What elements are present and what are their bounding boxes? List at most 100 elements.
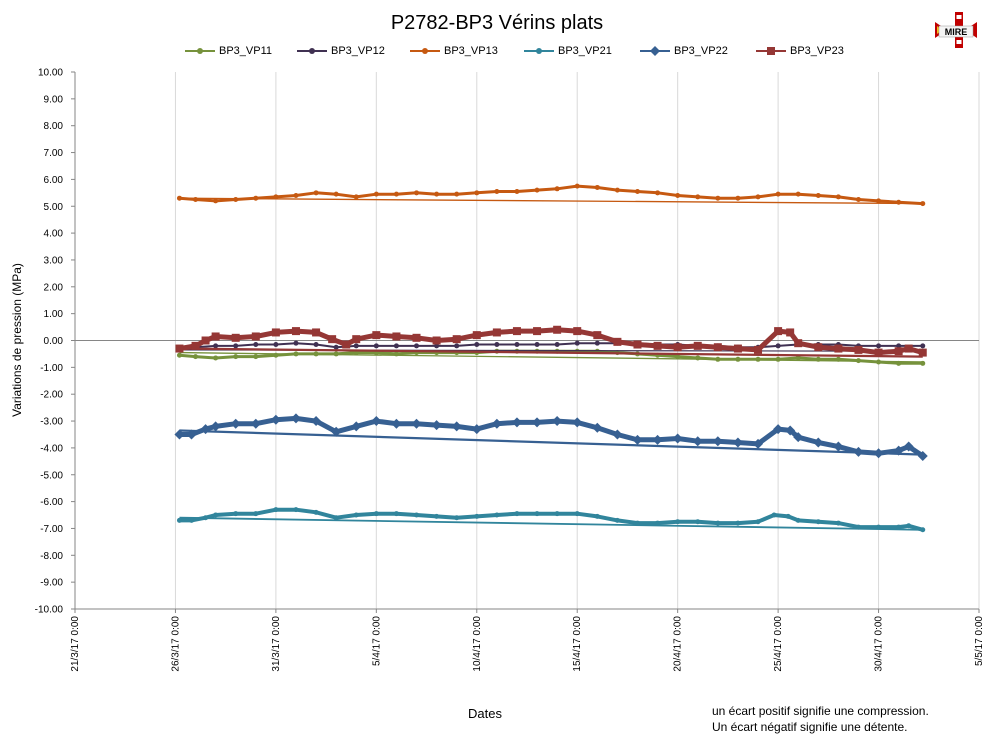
bp3-vp21-point — [594, 513, 600, 519]
bp3-vp12-point — [414, 343, 420, 349]
bp3-vp21-point — [373, 511, 379, 517]
bp3-vp23-point — [512, 327, 521, 336]
bp3-vp22-point — [853, 446, 864, 457]
bp3-vp21-point — [795, 517, 801, 523]
bp3-vp21-point — [920, 527, 926, 533]
bp3-vp22-point — [793, 432, 804, 443]
bp3-vp22-point — [672, 433, 683, 444]
bp3-vp22-point — [230, 418, 241, 429]
bp3-vp12-point — [876, 343, 882, 349]
bp3-vp21-trendline — [179, 516, 923, 531]
bp3-vp22-point — [451, 421, 462, 432]
bp3-vp21-point — [313, 509, 319, 515]
bp3-vp22-point — [632, 434, 643, 445]
y-tick-label: 5.00 — [44, 202, 64, 213]
x-tick-label: 20/4/17 0:00 — [673, 616, 684, 672]
bp3-vp23-point — [713, 343, 722, 352]
bp3-vp23-point — [392, 332, 401, 341]
bp3-vp13-point — [233, 197, 239, 203]
y-tick-label: 6.00 — [44, 175, 64, 186]
bp3-vp13-point — [414, 190, 420, 196]
bp3-vp21-point — [454, 515, 460, 521]
bp3-vp12-point — [534, 342, 540, 348]
bp3-vp22-point — [391, 418, 402, 429]
y-tick-label: -6.00 — [40, 497, 63, 508]
bp3-vp12-point — [313, 342, 319, 348]
bp3-vp11-point — [876, 359, 882, 365]
bp3-vp23-point — [814, 343, 823, 352]
y-tick-label: 3.00 — [44, 255, 64, 266]
bp3-vp23-point — [774, 327, 783, 336]
bp3-vp21-point — [755, 519, 761, 525]
bp3-vp21-point — [675, 519, 681, 525]
bp3-vp23-point — [175, 344, 184, 353]
bp3-vp21-point — [333, 515, 339, 521]
bp3-vp22-point — [753, 438, 764, 449]
bp3-vp11-point — [896, 360, 902, 366]
bp3-vp23-point — [904, 344, 913, 353]
bp3-vp22-point — [511, 417, 522, 428]
bp3-vp12-point — [233, 343, 239, 349]
bp3-vp23-point — [613, 337, 622, 346]
bp3-vp13-point — [655, 190, 661, 196]
legend-bp3-vp23: BP3_VP23 — [756, 44, 844, 58]
legend-swatch — [640, 46, 670, 57]
bp3-vp21-point — [273, 507, 279, 513]
bp3-vp21-point — [189, 517, 195, 523]
bp3-vp22-point — [186, 429, 197, 440]
bp3-vp23-point — [874, 348, 883, 357]
y-tick-label: 7.00 — [44, 148, 64, 159]
bp3-vp13-point — [373, 191, 379, 197]
bp3-vp13-point — [815, 193, 821, 199]
bp3-vp23-point — [693, 341, 702, 350]
bp3-vp21-point — [835, 520, 841, 526]
bp3-vp13-point — [313, 190, 319, 196]
y-tick-label: -7.00 — [40, 524, 63, 535]
bp3-vp23-point — [786, 328, 795, 337]
x-tick-label: 26/3/17 0:00 — [170, 616, 181, 672]
y-tick-label: 2.00 — [44, 282, 64, 293]
bp3-vp23-point — [251, 332, 260, 341]
bp3-vp23-point — [412, 333, 421, 342]
legend-bp3-vp21: BP3_VP21 — [524, 44, 612, 58]
bp3-vp12-point — [574, 340, 580, 346]
bp3-vp22-point — [552, 416, 563, 427]
bp3-vp21-point — [494, 512, 500, 518]
bp3-vp13-point — [434, 191, 440, 197]
bp3-vp22-point — [692, 436, 703, 447]
bp3-vp12-point — [474, 342, 480, 348]
bp3-vp21-point — [715, 520, 721, 526]
bp3-vp13-trendline — [179, 197, 923, 205]
bp3-vp13-point — [634, 188, 640, 194]
legend-label: BP3_VP11 — [219, 45, 273, 57]
bp3-vp12-point — [554, 342, 560, 348]
bp3-vp21-point — [655, 520, 661, 526]
bp3-vp13-point — [675, 193, 681, 199]
bp3-vp21-point — [735, 520, 741, 526]
y-axis-title: Variations de pression (MPa) — [10, 263, 24, 417]
bp3-vp12-point — [514, 342, 520, 348]
legend-bp3-vp13: BP3_VP13 — [410, 44, 498, 58]
bp3-vp21-point — [634, 520, 640, 526]
legend-label: BP3_VP13 — [444, 45, 498, 57]
legend-bp3-vp22: BP3_VP22 — [640, 44, 728, 58]
y-tick-label: -4.00 — [40, 443, 63, 454]
bp3-vp11-point — [253, 354, 259, 360]
legend-swatch — [410, 48, 440, 55]
bp3-vp22-point — [210, 421, 221, 432]
x-tick-label: 5/4/17 0:00 — [371, 616, 382, 666]
bp3-vp21-point — [534, 511, 540, 517]
bp3-vp12-point — [353, 343, 359, 349]
bp3-vp23-point — [452, 335, 461, 344]
x-tick-label: 15/4/17 0:00 — [572, 616, 583, 672]
bp3-vp21-point — [474, 513, 480, 519]
bp3-vp23-point — [231, 333, 240, 342]
bp3-vp13-point — [393, 191, 399, 197]
bp3-vp13-point — [534, 187, 540, 193]
bp3-vp13-point — [176, 195, 182, 201]
bp3-vp13-point — [574, 183, 580, 189]
bp3-vp22-point — [773, 424, 784, 435]
y-tick-label: 10.00 — [38, 68, 63, 79]
bp3-vp11-point — [795, 355, 801, 361]
bp3-vp13-point — [715, 195, 721, 201]
